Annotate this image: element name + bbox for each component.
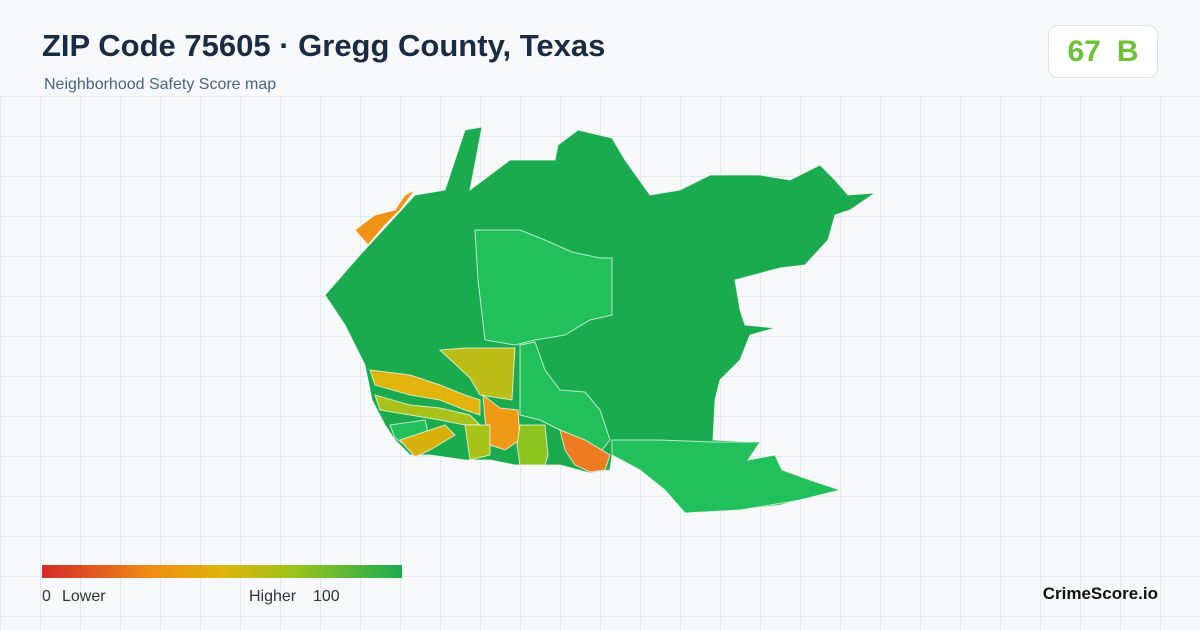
region xyxy=(474,229,613,346)
region xyxy=(354,189,416,246)
score-badge: 67 B xyxy=(1048,25,1158,78)
legend-max: 100 xyxy=(313,588,340,605)
region xyxy=(516,424,549,466)
legend-gradient xyxy=(42,565,402,578)
region xyxy=(482,393,521,451)
score-grade: B xyxy=(1116,34,1139,68)
header: ZIP Code 75605 · Gregg County, Texas Nei… xyxy=(0,0,1200,96)
region xyxy=(559,429,611,473)
region xyxy=(399,424,456,458)
region xyxy=(438,347,516,401)
region xyxy=(369,369,481,416)
legend-max-label: Higher xyxy=(249,588,297,605)
score-value: 67 xyxy=(1067,34,1101,68)
region xyxy=(464,424,491,461)
subtitle: Neighborhood Safety Score map xyxy=(44,76,277,93)
region xyxy=(611,439,842,514)
brand: CrimeScore.io xyxy=(1042,584,1158,603)
title: ZIP Code 75605 · Gregg County, Texas xyxy=(42,28,606,63)
legend-min: 0 xyxy=(42,588,51,605)
region xyxy=(519,341,611,456)
legend-min-label: Lower xyxy=(62,588,106,605)
